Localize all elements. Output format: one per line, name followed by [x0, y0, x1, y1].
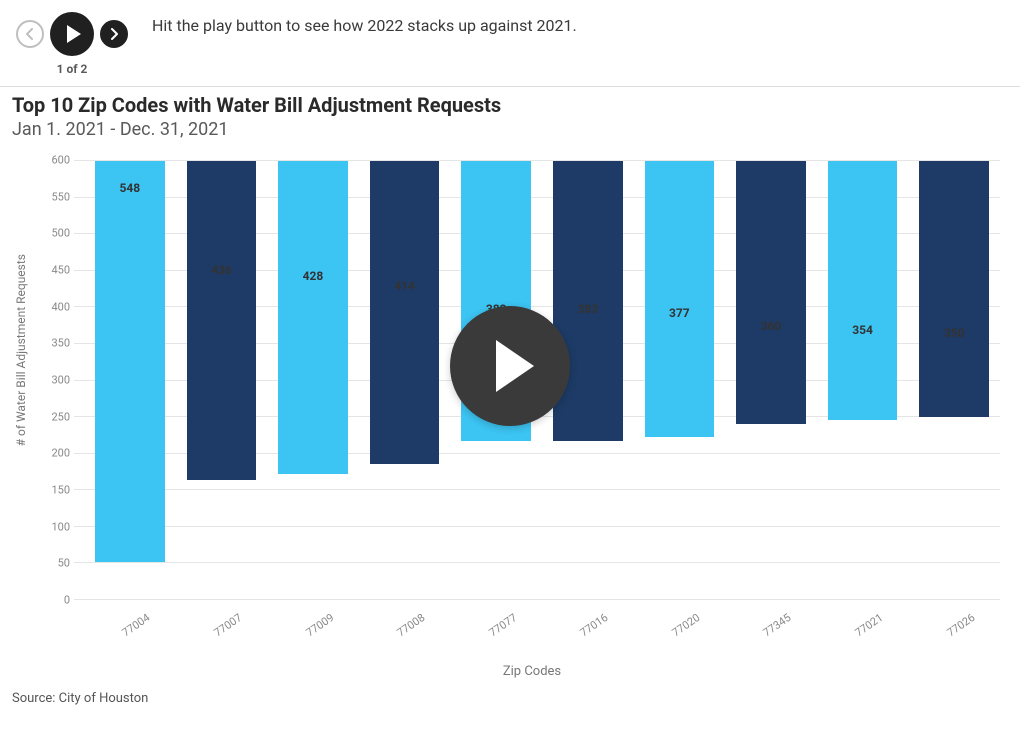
y-tick: 150 — [30, 484, 70, 497]
bar-value-label: 377 — [669, 306, 690, 320]
bar-value-label: 428 — [303, 269, 324, 283]
x-tick: 77004 — [120, 611, 153, 639]
hint-text: Hit the play button to see how 2022 stac… — [152, 12, 577, 35]
y-tick: 50 — [30, 557, 70, 570]
source-text: Source: City of Houston — [0, 687, 1020, 718]
bar-value-label: 360 — [761, 319, 782, 333]
bar-value-label: 383 — [577, 302, 598, 316]
bar-value-label: 414 — [394, 279, 415, 293]
y-tick: 300 — [30, 374, 70, 387]
x-tick: 77016 — [578, 611, 611, 639]
bar[interactable] — [919, 161, 989, 417]
y-tick: 200 — [30, 447, 70, 460]
bar-value-label: 350 — [944, 326, 965, 340]
bar-slot: 36077345 — [725, 161, 817, 600]
bar-slot: 37777020 — [634, 161, 726, 600]
bar-value-label: 354 — [852, 323, 873, 337]
play-icon — [496, 340, 534, 392]
x-tick: 77345 — [761, 611, 794, 639]
bar[interactable] — [736, 161, 806, 424]
slide-counter: 1 of 2 — [57, 62, 88, 76]
bar-slot: 41477008 — [359, 161, 451, 600]
y-tick: 400 — [30, 300, 70, 313]
y-tick: 550 — [30, 190, 70, 203]
chart-subtitle: Jan 1. 2021 - Dec. 31, 2021 — [12, 119, 1008, 140]
y-axis-label: # of Water Bill Adjustment Requests — [12, 254, 30, 446]
y-tick: 100 — [30, 520, 70, 533]
y-tick: 0 — [30, 594, 70, 607]
overlay-play-button[interactable] — [450, 306, 570, 426]
bar-value-label: 436 — [211, 263, 232, 277]
chart: # of Water Bill Adjustment Requests 0 50 1… — [12, 150, 1008, 630]
prev-button[interactable] — [16, 20, 44, 48]
x-tick: 77008 — [395, 611, 428, 639]
x-tick: 77077 — [486, 611, 519, 639]
chart-title: Top 10 Zip Codes with Water Bill Adjustm… — [12, 93, 1008, 117]
play-icon — [67, 25, 81, 43]
bar[interactable] — [95, 161, 165, 562]
bar-slot: 35477021 — [817, 161, 909, 600]
bar[interactable] — [828, 161, 898, 420]
x-tick: 77021 — [853, 611, 886, 639]
x-axis-label: Zip Codes — [56, 664, 1008, 679]
x-tick: 77026 — [944, 611, 977, 639]
x-tick: 77009 — [303, 611, 336, 639]
bar-slot: 42877009 — [267, 161, 359, 600]
bar-value-label: 548 — [119, 181, 140, 195]
y-tick: 250 — [30, 410, 70, 423]
bar[interactable] — [645, 161, 715, 437]
bar-slot: 43677007 — [176, 161, 268, 600]
bar[interactable] — [278, 161, 348, 474]
bar-slot: 35077026 — [908, 161, 1000, 600]
bar[interactable] — [370, 161, 440, 464]
y-tick: 600 — [30, 154, 70, 167]
y-tick: 450 — [30, 264, 70, 277]
play-button[interactable] — [50, 12, 94, 56]
x-tick: 77007 — [212, 611, 245, 639]
x-tick: 77020 — [669, 611, 702, 639]
next-button[interactable] — [100, 20, 128, 48]
bar-slot: 54877004 — [84, 161, 176, 600]
bar[interactable] — [187, 161, 257, 480]
y-tick: 350 — [30, 337, 70, 350]
y-tick: 500 — [30, 227, 70, 240]
